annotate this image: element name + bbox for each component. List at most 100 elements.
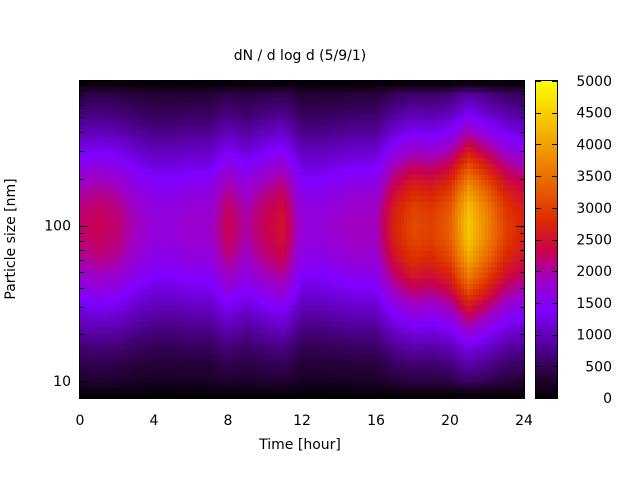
heat-cell	[308, 305, 312, 312]
heat-cell	[296, 184, 300, 191]
heat-cell	[173, 91, 177, 98]
heat-cell	[83, 124, 87, 131]
heat-cell	[263, 108, 267, 115]
heat-cell	[326, 359, 330, 366]
heat-cell	[89, 228, 93, 235]
heat-cell	[317, 141, 321, 148]
heat-cell	[269, 239, 273, 246]
heat-cell	[119, 310, 123, 317]
heat-cell	[317, 190, 321, 197]
heat-cell	[314, 332, 318, 339]
heat-cell	[161, 370, 165, 377]
heat-cell	[101, 228, 105, 235]
heat-cell	[107, 376, 111, 383]
heat-cell	[83, 239, 87, 246]
heat-cell	[101, 157, 105, 164]
heat-cell	[221, 348, 225, 355]
heat-cell	[233, 272, 237, 279]
heat-cell	[104, 81, 108, 88]
heat-cell	[218, 392, 222, 399]
heat-cell	[284, 102, 288, 109]
heat-cell	[329, 173, 333, 180]
heat-cell	[86, 97, 90, 104]
heat-cell	[116, 239, 120, 246]
heat-cell	[323, 244, 327, 252]
heat-cell	[140, 337, 144, 344]
heat-cell	[242, 239, 246, 246]
heat-cell	[92, 348, 96, 355]
heat-cell	[329, 81, 333, 88]
heat-cell	[122, 272, 126, 279]
heat-cell	[242, 179, 246, 186]
heat-cell	[170, 305, 174, 312]
heat-cell	[200, 277, 204, 284]
heat-cell	[293, 316, 297, 323]
heat-cell	[83, 294, 87, 301]
heat-cell	[125, 217, 129, 224]
heat-cell	[332, 321, 336, 328]
heat-cell	[215, 223, 219, 230]
heat-cell	[308, 283, 312, 290]
heat-cell	[314, 102, 318, 109]
heat-cell	[233, 102, 237, 109]
heat-cell	[317, 173, 321, 180]
heat-cell	[230, 381, 234, 388]
heat-cell	[194, 141, 198, 148]
heat-cell	[107, 81, 111, 88]
heat-cell	[158, 354, 162, 361]
heat-cell	[161, 277, 165, 284]
heat-cell	[125, 201, 129, 208]
heat-cell	[167, 250, 171, 257]
heat-cell	[143, 130, 147, 137]
heat-cell	[215, 217, 219, 224]
heat-cell	[263, 228, 267, 235]
heat-cell	[95, 354, 99, 361]
heat-cell	[86, 244, 90, 252]
heat-cell	[104, 113, 108, 120]
heat-cell	[248, 277, 252, 284]
heat-cell	[86, 277, 90, 284]
heat-cell	[191, 387, 195, 394]
heat-cell	[131, 135, 135, 142]
heat-cell	[194, 223, 198, 230]
heat-cell	[119, 316, 123, 323]
heat-cell	[254, 108, 258, 115]
heat-cell	[329, 206, 333, 213]
heat-cell	[245, 348, 249, 355]
heat-cell	[125, 272, 129, 279]
heat-cell	[143, 195, 147, 202]
heat-cell	[152, 365, 156, 372]
heat-cell	[128, 299, 132, 306]
heat-cell	[275, 255, 279, 262]
heat-cell	[293, 387, 297, 394]
heat-cell	[107, 299, 111, 306]
heat-cell	[116, 381, 120, 388]
heat-cell	[89, 332, 93, 339]
heat-cell	[101, 244, 105, 252]
heat-cell	[227, 223, 231, 230]
heat-cell	[149, 288, 153, 295]
heat-cell	[164, 91, 168, 98]
heat-cell	[206, 168, 210, 175]
heat-cell	[233, 113, 237, 120]
heat-cell	[122, 348, 126, 355]
heat-cell	[278, 81, 282, 88]
heat-cell	[152, 97, 156, 104]
heat-cell	[134, 359, 138, 366]
heat-cell	[299, 130, 303, 137]
heat-cell	[83, 102, 87, 109]
heat-cell	[335, 108, 339, 115]
heat-cell	[266, 190, 270, 197]
heat-cell	[176, 228, 180, 235]
heat-cell	[110, 168, 114, 175]
heat-cell	[95, 343, 99, 350]
heat-cell	[116, 387, 120, 394]
heat-cell	[272, 212, 276, 219]
heat-cell	[248, 206, 252, 213]
heat-cell	[239, 310, 243, 317]
heat-cell	[335, 332, 339, 339]
heat-cell	[197, 348, 201, 355]
heat-cell	[281, 124, 285, 131]
heat-cell	[116, 343, 120, 350]
heat-cell	[320, 108, 324, 115]
